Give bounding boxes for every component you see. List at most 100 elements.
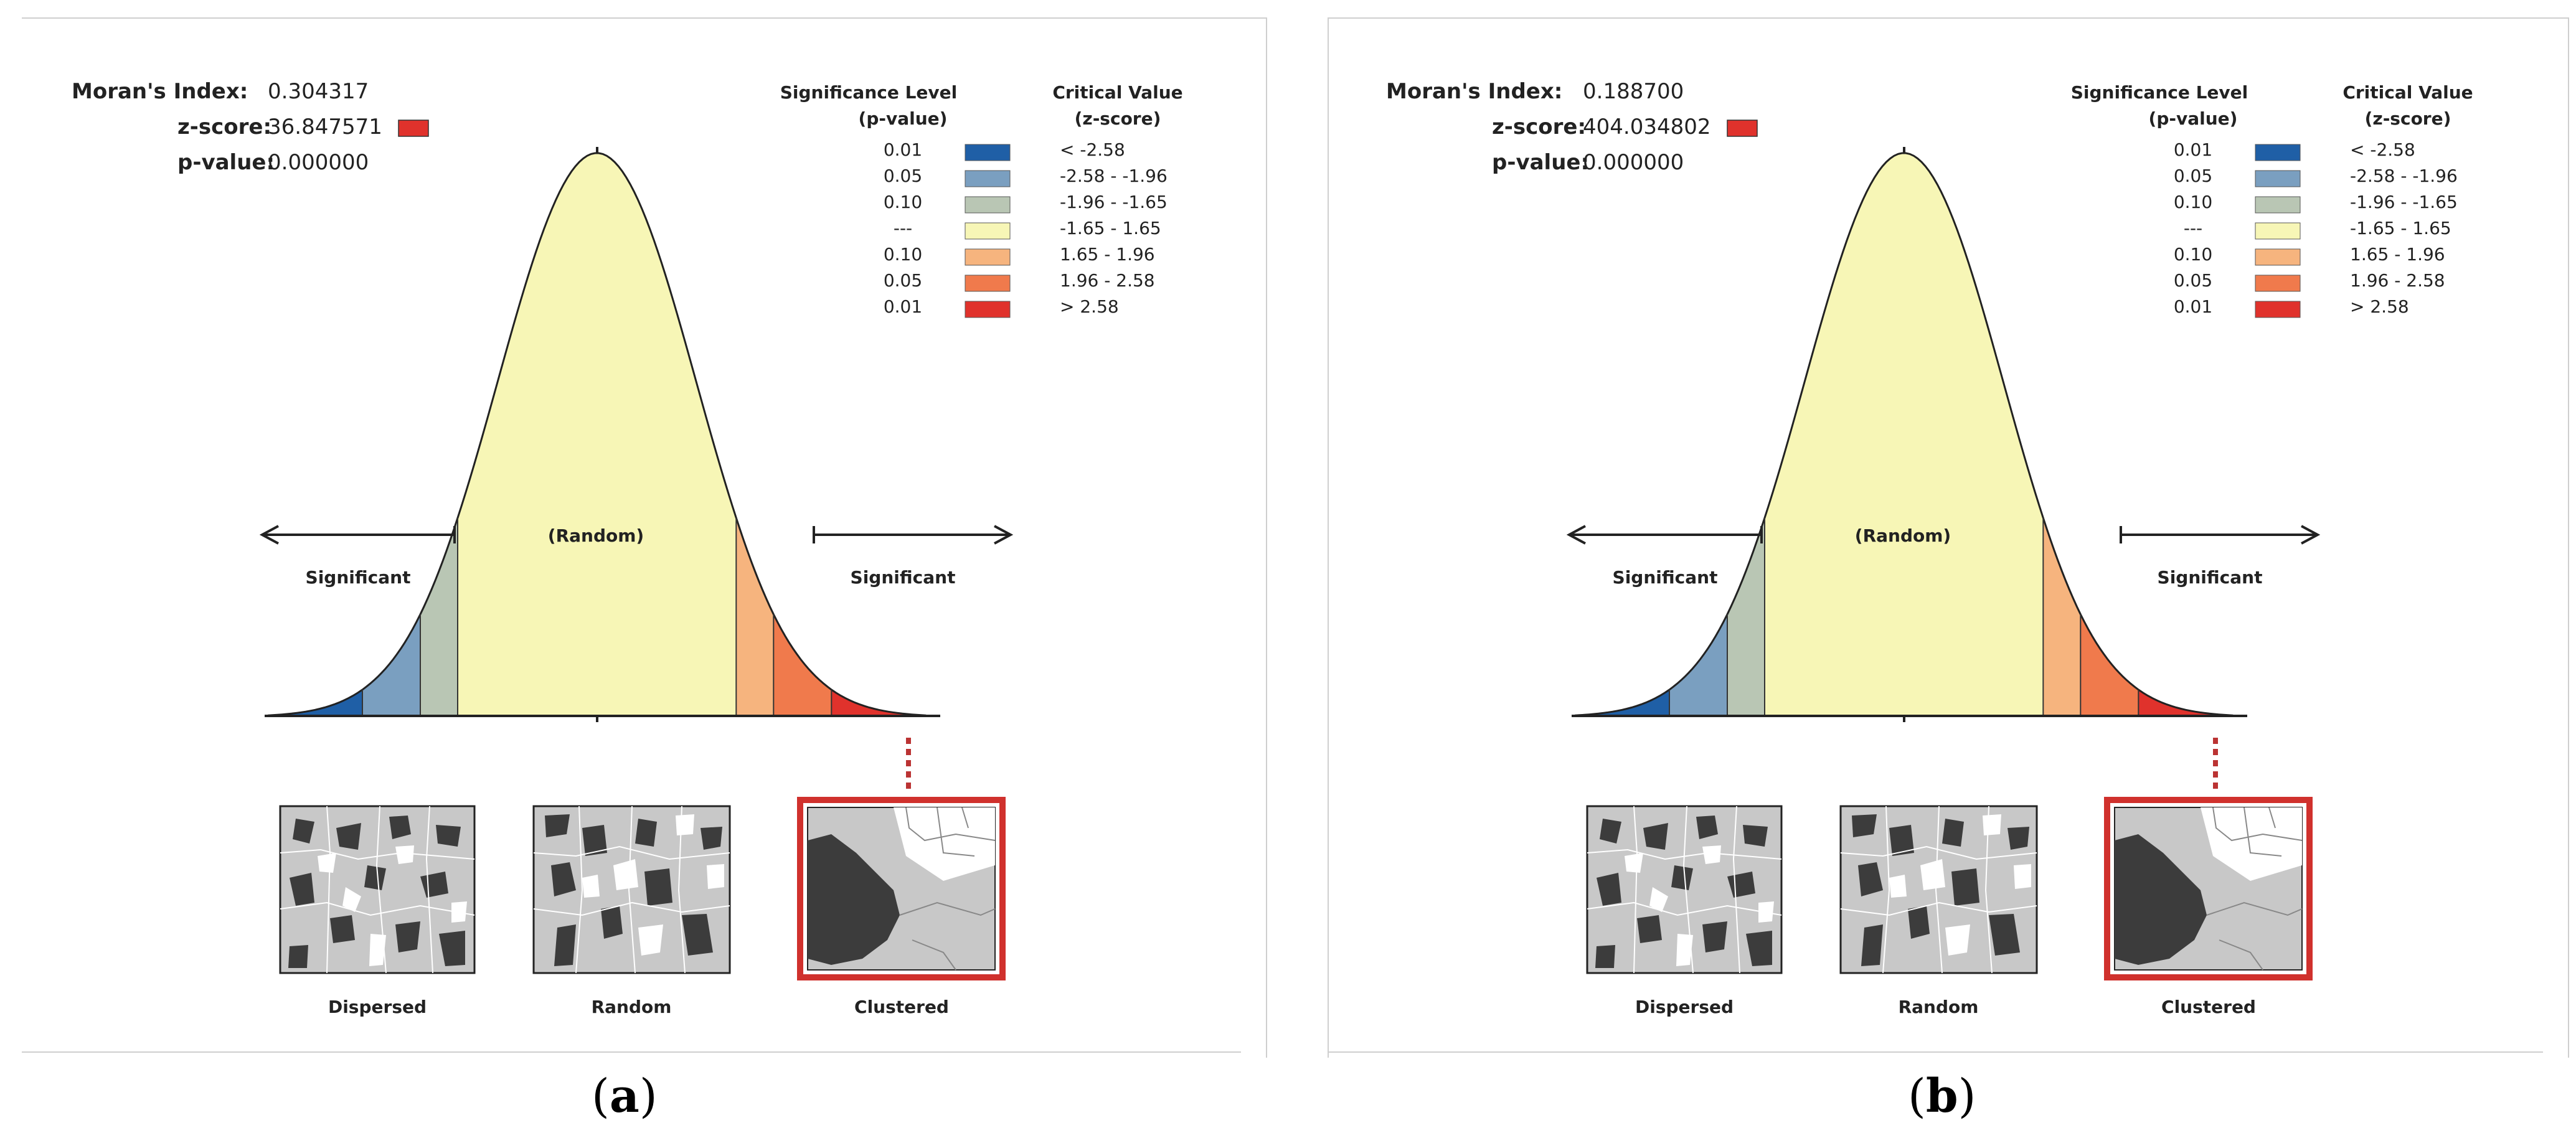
legend-p: 0.01 <box>884 296 922 317</box>
region-dividers <box>1669 517 2140 716</box>
dispersed-label: Dispersed <box>1635 997 1734 1017</box>
panel-a: Moran's Index: 0.304317 z-score: 36.8475… <box>22 17 1267 1058</box>
legend-z: < -2.58 <box>2350 139 2415 160</box>
moran-index-value: 0.304317 <box>268 79 369 104</box>
legend-z: -1.65 - 1.65 <box>2350 218 2451 238</box>
legend-z: > 2.58 <box>1060 296 1119 317</box>
legend-row: 0.10 -1.96 - -1.65 <box>2174 192 2458 214</box>
legend-swatch <box>965 196 1011 214</box>
legend-row: 0.05 1.96 - 2.58 <box>884 270 1155 292</box>
moran-diagram: Moran's Index: 0.188700 z-score: 404.034… <box>1386 79 2473 1017</box>
clustered-label: Clustered <box>854 997 949 1017</box>
caption-b-letter: b <box>1925 1070 1958 1123</box>
legend-row: 0.01 > 2.58 <box>2174 296 2409 318</box>
dispersed-map <box>279 805 476 974</box>
region-p01-pos <box>831 689 927 716</box>
z-score-marker <box>1727 120 1758 137</box>
region-p05-pos <box>2080 614 2139 716</box>
legend-swatch <box>965 170 1011 187</box>
legend-p: 0.01 <box>2174 139 2212 160</box>
legend-p: 0.05 <box>2174 270 2212 291</box>
bell-curve <box>265 147 940 722</box>
caption-a-letter: a <box>609 1070 639 1123</box>
legend-p: 0.05 <box>884 270 922 291</box>
legend-crit-header: Critical Value <box>1052 82 1182 103</box>
legend-row: 0.01 > 2.58 <box>884 296 1119 318</box>
random-map <box>1839 805 2038 974</box>
panel-a-baseline <box>22 1051 1241 1053</box>
moran-diagram: Moran's Index: 0.304317 z-score: 36.8475… <box>72 79 1183 1017</box>
legend-swatch <box>2255 196 2301 214</box>
legend-row: --- -1.65 - 1.65 <box>894 218 1161 240</box>
legend-swatch <box>965 248 1011 266</box>
legend-p: 0.10 <box>884 192 922 212</box>
region-p05-neg <box>1669 614 1727 716</box>
legend-swatch <box>2255 301 2301 318</box>
clustered-map <box>797 797 1006 980</box>
legend-p: 0.10 <box>884 244 922 265</box>
legend-row: 0.05 -2.58 - -1.96 <box>884 166 1168 187</box>
legend-z: -2.58 - -1.96 <box>1060 166 1168 186</box>
legend-row: 0.01 < -2.58 <box>884 139 1125 161</box>
legend-row: 0.01 < -2.58 <box>2174 139 2415 161</box>
moran-index-value: 0.188700 <box>1583 79 1684 104</box>
dispersed-map <box>1586 805 1783 974</box>
arrow-right-head <box>2301 525 2321 545</box>
legend: Significance Level (p-value) Critical Va… <box>780 82 1183 318</box>
p-value-value: 0.000000 <box>1583 150 1684 175</box>
caption-a: (a) <box>592 1070 658 1123</box>
region-p05-pos <box>773 614 832 716</box>
legend-crit-header: Critical Value <box>2342 82 2473 103</box>
legend-z: > 2.58 <box>2350 296 2409 317</box>
legend-z: -1.65 - 1.65 <box>1060 218 1161 238</box>
legend-sig-subheader: (p-value) <box>2149 108 2238 129</box>
legend-sig-header: Significance Level <box>780 82 958 103</box>
moran-index-label: Moran's Index: <box>1386 79 1562 104</box>
legend-z: < -2.58 <box>1060 139 1125 160</box>
arrow-left-head <box>259 525 279 545</box>
random-map <box>532 805 731 974</box>
z-score-label: z-score: <box>1492 115 1586 139</box>
bell-curve <box>1572 147 2247 722</box>
legend-z: -2.58 - -1.96 <box>2350 166 2458 186</box>
region-p10-pos <box>2043 517 2081 716</box>
legend-z: 1.96 - 2.58 <box>2350 270 2445 291</box>
legend-swatch <box>965 275 1011 292</box>
region-random <box>1765 153 2044 716</box>
z-score-marker <box>398 120 429 137</box>
legend-swatch <box>965 301 1011 318</box>
legend-sig-subheader: (p-value) <box>859 108 948 129</box>
legend-z: -1.96 - -1.65 <box>2350 192 2458 212</box>
legend-row: 0.05 1.96 - 2.58 <box>2174 270 2445 292</box>
clustered-label: Clustered <box>2161 997 2256 1017</box>
significant-left-label: Significant <box>306 567 411 588</box>
region-p01-neg <box>268 689 362 716</box>
legend-sig-header: Significance Level <box>2071 82 2248 103</box>
caption-b: (b) <box>1908 1070 1976 1123</box>
legend-p: --- <box>894 218 912 238</box>
legend-row: 0.10 1.65 - 1.96 <box>884 244 1155 266</box>
moran-index-label: Moran's Index: <box>72 79 248 104</box>
legend-swatch <box>2255 170 2301 187</box>
significant-right-label: Significant <box>2158 567 2263 588</box>
legend-p: 0.10 <box>2174 192 2212 212</box>
legend-row: 0.05 -2.58 - -1.96 <box>2174 166 2458 187</box>
arrow-left-head <box>1566 525 1586 545</box>
legend-swatch <box>2255 248 2301 266</box>
region-dividers <box>362 517 833 716</box>
z-score-value: 404.034802 <box>1583 115 1711 139</box>
significant-left-label: Significant <box>1613 567 1718 588</box>
legend-p: 0.05 <box>884 166 922 186</box>
region-random <box>458 153 737 716</box>
dispersed-label: Dispersed <box>328 997 427 1017</box>
clustered-map <box>2104 797 2313 980</box>
panel-b: Moran's Index: 0.188700 z-score: 404.034… <box>1328 17 2569 1058</box>
legend-swatch <box>2255 144 2301 161</box>
legend: Significance Level (p-value) Critical Va… <box>2071 82 2473 318</box>
z-score-value: 36.847571 <box>268 115 382 139</box>
random-pattern-label: Random <box>1899 997 1979 1017</box>
legend-crit-subheader: (z-score) <box>1075 108 1161 129</box>
random-label: (Random) <box>548 525 644 546</box>
region-p10-neg <box>1727 517 1765 716</box>
legend-z: 1.65 - 1.96 <box>2350 244 2445 265</box>
